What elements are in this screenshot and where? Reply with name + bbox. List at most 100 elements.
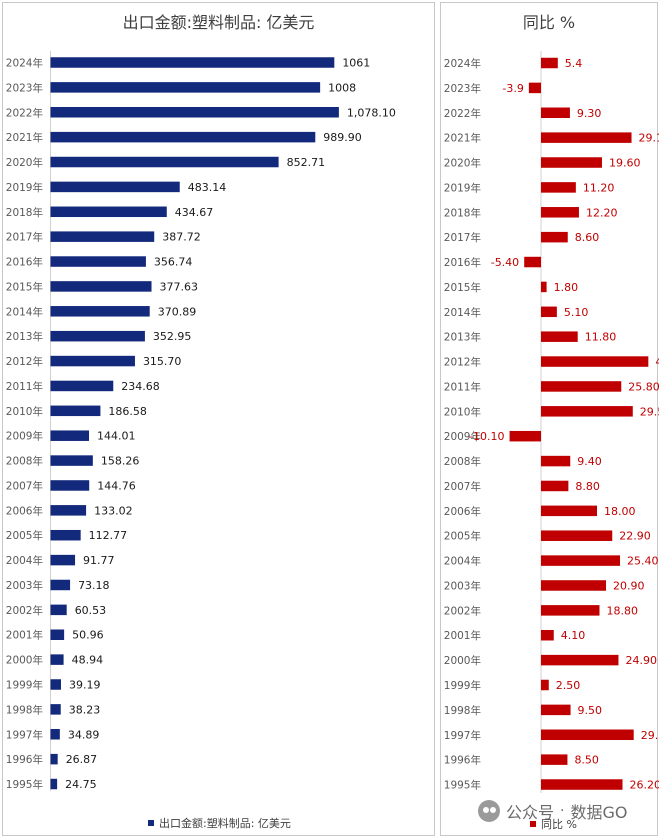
- yoy-category-label: 1998年: [444, 704, 481, 717]
- yoy-category-label: 2012年: [444, 356, 481, 369]
- yoy-data-label: 29.10: [639, 132, 659, 145]
- export-bar: [50, 629, 65, 640]
- export-category-label: 1999年: [6, 679, 43, 692]
- yoy-bar: [541, 629, 554, 641]
- export-legend-label: 出口金额:塑料制品: 亿美元: [159, 817, 291, 830]
- yoy-bar: [541, 182, 576, 193]
- export-data-label: 315.70: [143, 355, 182, 368]
- yoy-category-label: 2002年: [444, 604, 481, 617]
- export-data-label: 989.90: [323, 131, 362, 144]
- export-data-label: 144.76: [97, 479, 136, 492]
- export-data-label: 112.77: [89, 529, 128, 542]
- export-category-label: 1998年: [6, 703, 43, 716]
- yoy-bar: [541, 281, 547, 293]
- export-data-label: 34.89: [68, 728, 100, 741]
- export-bar: [50, 306, 150, 317]
- yoy-category-label: 1995年: [444, 779, 481, 792]
- export-data-label: 370.89: [158, 305, 197, 318]
- export-bar: [50, 729, 60, 740]
- yoy-bar: [541, 356, 649, 367]
- yoy-bar: [541, 306, 557, 318]
- yoy-bar: [528, 82, 541, 94]
- yoy-bar: [541, 754, 568, 765]
- yoy-category-label: 1997年: [444, 729, 481, 742]
- export-bar: [50, 529, 81, 541]
- yoy-bar: [524, 256, 541, 268]
- yoy-bar: [541, 57, 558, 69]
- export-data-label: 434.67: [175, 206, 214, 219]
- yoy-data-label: 9.40: [577, 455, 602, 468]
- yoy-chart-panel: 同比 % 2024年 5.4 2023年 -3.9 2022年 9.30 2021年 29.1…: [440, 2, 659, 836]
- watermark-separator: ·: [560, 803, 565, 819]
- export-bar: [50, 57, 335, 68]
- export-category-label: 2022年: [6, 106, 43, 119]
- yoy-bar: [541, 207, 579, 218]
- export-bar: [50, 654, 64, 665]
- export-category-label: 2021年: [6, 131, 43, 144]
- watermark-brand: 数据GO: [570, 803, 628, 822]
- export-data-label: 234.68: [121, 380, 160, 393]
- yoy-data-label: 25.80: [628, 380, 659, 393]
- yoy-data-label: 2.50: [556, 679, 581, 692]
- yoy-category-label: 2011年: [444, 380, 481, 393]
- export-data-label: 1008: [328, 81, 356, 94]
- yoy-bar: [541, 480, 569, 492]
- yoy-chart-title: 同比 %: [522, 13, 576, 32]
- yoy-data-label: 1.80: [554, 281, 579, 294]
- yoy-category-label: 2008年: [444, 455, 481, 468]
- yoy-data-label: -3.9: [502, 82, 523, 95]
- export-category-label: 2006年: [6, 504, 43, 517]
- export-category-label: 2019年: [6, 181, 43, 194]
- export-bar: [50, 554, 76, 566]
- export-bar: [50, 206, 167, 218]
- export-bar: [50, 181, 180, 193]
- export-category-label: 2015年: [6, 280, 43, 293]
- watermark: 公众号 · 数据GO: [478, 799, 627, 823]
- yoy-category-label: 2010年: [444, 405, 481, 418]
- export-data-label: 39.19: [69, 679, 101, 692]
- yoy-bar: [541, 406, 633, 417]
- yoy-category-label: 2009年: [444, 430, 481, 443]
- yoy-data-label: 4.10: [561, 629, 586, 642]
- export-category-label: 2001年: [6, 629, 43, 642]
- yoy-bar: [541, 455, 571, 467]
- export-data-label: 1,078.10: [347, 106, 396, 119]
- export-category-label: 2023年: [6, 81, 43, 94]
- yoy-category-label: 2014年: [444, 306, 481, 319]
- export-value-chart-panel: 出口金额:塑料制品: 亿美元 2024年 1061 2023年 1008 2022年 1,…: [2, 2, 435, 836]
- yoy-bar: [541, 555, 621, 566]
- export-data-label: 186.58: [108, 405, 147, 418]
- yoy-category-label: 2020年: [444, 157, 481, 170]
- export-data-label: 133.02: [94, 504, 133, 517]
- yoy-bar: [541, 505, 597, 517]
- export-bar: [50, 355, 135, 367]
- yoy-data-label: 18.80: [606, 604, 638, 617]
- yoy-bar: [541, 132, 632, 143]
- export-legend-swatch: [148, 820, 154, 826]
- export-category-label: 2003年: [6, 579, 43, 592]
- yoy-data-label: 11.20: [583, 181, 615, 194]
- export-bar: [50, 231, 155, 242]
- yoy-data-label: 4.50: [655, 356, 659, 369]
- export-data-label: 483.14: [188, 181, 227, 194]
- export-bar-chart: 2024年 1061 2023年 1008 2022年 1,078.10 2021年 989.…: [6, 51, 396, 791]
- export-data-label: 48.94: [72, 654, 104, 667]
- yoy-category-label: 2024年: [444, 57, 481, 70]
- yoy-data-label: 24.90: [625, 654, 657, 667]
- yoy-category-label: 1999年: [444, 679, 481, 692]
- yoy-category-label: 2015年: [444, 281, 481, 294]
- yoy-data-label: 18.00: [604, 505, 636, 518]
- yoy-category-label: 2003年: [444, 579, 481, 592]
- yoy-bar: [541, 331, 578, 342]
- export-data-label: 60.53: [75, 604, 107, 617]
- yoy-data-label: 19.60: [609, 157, 641, 170]
- export-bar: [50, 131, 316, 143]
- export-data-label: 387.72: [162, 231, 201, 244]
- export-data-label: 50.96: [72, 629, 104, 642]
- yoy-category-label: 2023年: [444, 82, 481, 95]
- yoy-data-label: 26.20: [630, 779, 659, 792]
- yoy-category-label: 2007年: [444, 480, 481, 493]
- yoy-category-label: 2013年: [444, 331, 481, 344]
- yoy-bar: [541, 779, 623, 790]
- export-category-label: 2005年: [6, 529, 43, 542]
